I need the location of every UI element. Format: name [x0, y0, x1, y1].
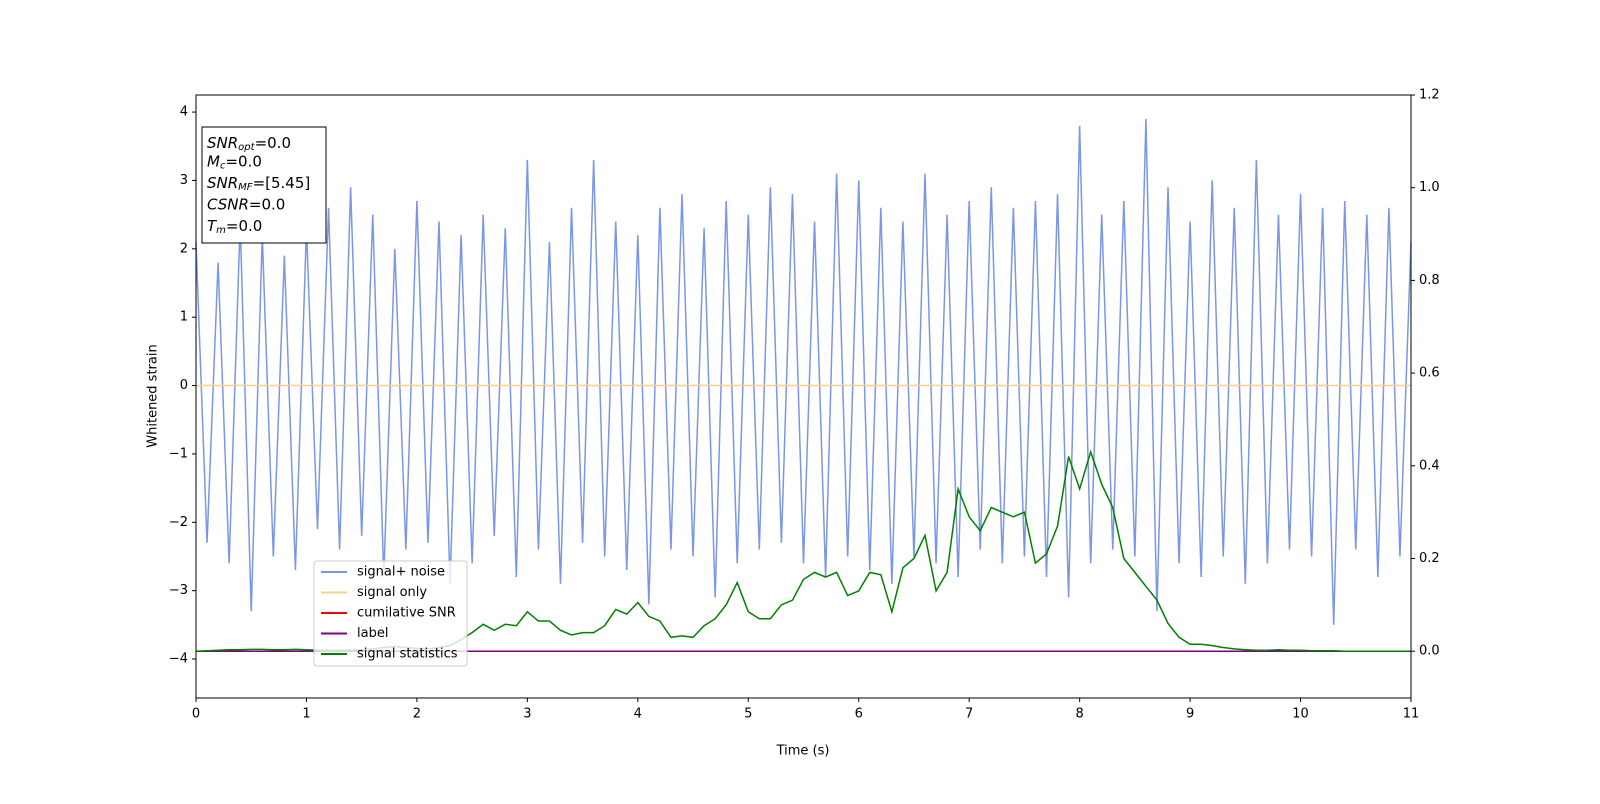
info-name: CSNR: [207, 195, 249, 213]
axes-frame: [195, 94, 1412, 699]
x-tick-label: 3: [523, 707, 531, 722]
x-tick-label: 1: [302, 707, 310, 722]
info-value: =0.0: [255, 134, 291, 152]
x-tick-label: 5: [744, 707, 752, 722]
series-line: [195, 118, 1412, 625]
y2-tick-label: 0.6: [1419, 366, 1440, 381]
info-value: =0.0: [225, 152, 261, 170]
legend-entries: signal+ noise signal only cumilative SNR la…: [321, 565, 458, 662]
x-tick-label: 11: [1403, 707, 1420, 722]
x-tick-label: 6: [855, 707, 863, 722]
info-line: SNRopt=0.0: [207, 134, 291, 154]
x-tick-label: 4: [634, 707, 642, 722]
x-tick-label: 7: [965, 707, 973, 722]
info-value: =0.0: [226, 217, 262, 235]
info-name: SNR: [207, 174, 238, 192]
info-line: CSNR=0.0: [207, 195, 285, 213]
y-tick-label: 1: [180, 310, 188, 325]
legend-label: signal statistics: [357, 647, 458, 662]
x-tick-label: 9: [1186, 707, 1194, 722]
legend: [313, 560, 468, 667]
y-tick-label: 2: [180, 241, 188, 256]
x-tick-label: 8: [1075, 707, 1083, 722]
info-text: SNRopt=0.0Mc=0.0SNRMF=[5.45]CSNR=0.0Tm=0…: [207, 134, 310, 237]
legend-label: cumilative SNR: [357, 606, 456, 621]
x-axis-label: Time (s): [776, 744, 830, 759]
x-tick-label: 2: [413, 707, 421, 722]
info-sub: MF: [238, 182, 253, 193]
info-name: SNR: [207, 134, 238, 152]
y-tick-label: −3: [169, 583, 188, 598]
y2-tick-label: 0.4: [1419, 458, 1440, 473]
y2-tick-label: 0.8: [1419, 273, 1440, 288]
info-value: =0.0: [249, 195, 285, 213]
info-name: T: [207, 217, 218, 235]
info-line: Tm=0.0: [207, 217, 262, 237]
info-line: SNRMF=[5.45]: [207, 174, 310, 194]
info-box: [201, 126, 327, 244]
y-tick-label: 0: [180, 378, 188, 393]
y-tick-label: 4: [180, 105, 188, 120]
legend-label: signal only: [357, 585, 427, 600]
y2-tick-label: 1.0: [1419, 180, 1440, 195]
legend-label: label: [357, 626, 388, 641]
y-axis-label: Whitened strain: [146, 344, 161, 447]
y-tick-label: −1: [169, 446, 188, 461]
x-tick-label: 0: [192, 707, 200, 722]
info-name: M: [207, 152, 220, 170]
info-line: Mc=0.0: [207, 152, 262, 172]
info-sub: c: [220, 161, 226, 172]
x-tick-label: 10: [1292, 707, 1309, 722]
info-sub: m: [216, 225, 226, 236]
y2-tick-label: 0.0: [1419, 644, 1440, 659]
y-tick-label: 3: [180, 173, 188, 188]
y-tick-label: −2: [169, 515, 188, 530]
y2-tick-label: 0.2: [1419, 551, 1440, 566]
y2-tick-label: 1.2: [1419, 88, 1440, 103]
y-tick-label: −4: [169, 652, 188, 667]
info-sub: opt: [238, 142, 255, 153]
legend-label: signal+ noise: [357, 565, 445, 580]
info-value: =[5.45]: [253, 174, 311, 192]
